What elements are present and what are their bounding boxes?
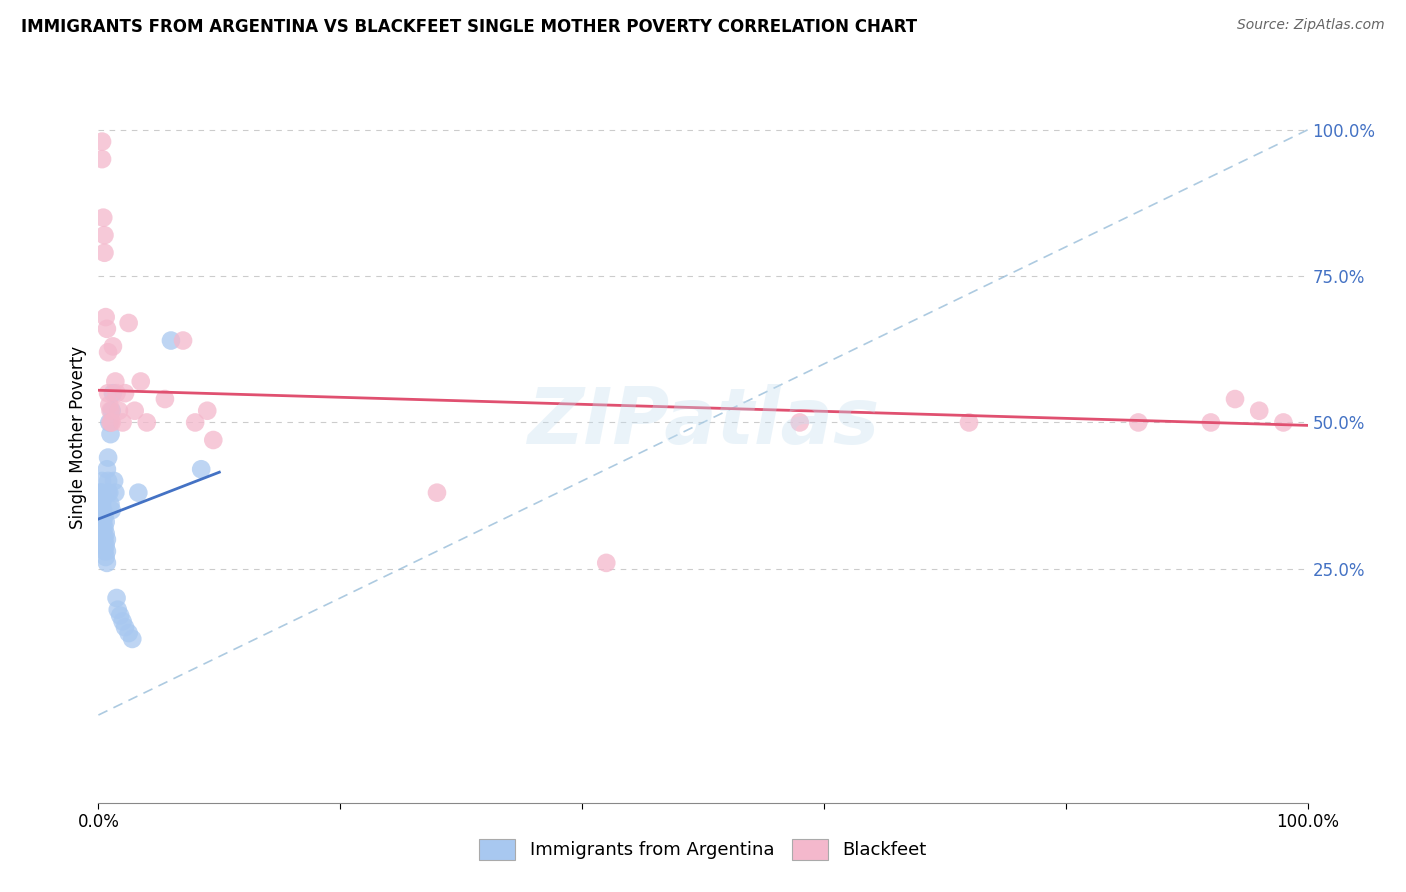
Point xyxy=(97,485,120,500)
Point xyxy=(91,509,114,524)
Point xyxy=(1272,416,1295,430)
Point xyxy=(90,497,112,511)
Point xyxy=(195,403,218,417)
Point xyxy=(184,416,207,430)
Point xyxy=(127,485,149,500)
Point xyxy=(91,152,114,166)
Point xyxy=(91,491,114,506)
Point xyxy=(957,416,980,430)
Point xyxy=(118,316,141,330)
Text: IMMIGRANTS FROM ARGENTINA VS BLACKFEET SINGLE MOTHER POVERTY CORRELATION CHART: IMMIGRANTS FROM ARGENTINA VS BLACKFEET S… xyxy=(21,18,917,36)
Point xyxy=(111,615,134,629)
Point xyxy=(97,386,120,401)
Point xyxy=(101,386,124,401)
Point xyxy=(91,503,114,517)
Point xyxy=(91,521,114,535)
Point xyxy=(1199,416,1222,430)
Point xyxy=(114,386,136,401)
Point xyxy=(91,211,114,225)
Text: Source: ZipAtlas.com: Source: ZipAtlas.com xyxy=(1237,18,1385,32)
Point xyxy=(100,497,122,511)
Point xyxy=(121,632,143,646)
Point xyxy=(190,462,212,476)
Point xyxy=(91,135,114,149)
Point xyxy=(118,626,141,640)
Point xyxy=(108,608,131,623)
Point xyxy=(94,526,117,541)
Point xyxy=(153,392,176,406)
Point xyxy=(135,416,157,430)
Point xyxy=(97,345,120,359)
Point xyxy=(91,533,114,547)
Point xyxy=(90,509,112,524)
Point xyxy=(98,398,121,412)
Point xyxy=(93,521,115,535)
Point xyxy=(93,245,115,260)
Point xyxy=(94,310,117,325)
Point xyxy=(94,515,117,529)
Point xyxy=(104,375,127,389)
Point xyxy=(91,497,114,511)
Point xyxy=(426,485,449,500)
Point xyxy=(98,485,121,500)
Point xyxy=(595,556,617,570)
Point xyxy=(202,433,225,447)
Point xyxy=(114,620,136,634)
Point xyxy=(93,544,115,558)
Point xyxy=(94,538,117,552)
Point xyxy=(105,386,128,401)
Y-axis label: Single Mother Poverty: Single Mother Poverty xyxy=(69,345,87,529)
Point xyxy=(90,485,112,500)
Point xyxy=(96,556,118,570)
Point xyxy=(105,591,128,605)
Point xyxy=(100,403,122,417)
Point xyxy=(93,228,115,243)
Point xyxy=(101,339,124,353)
Point xyxy=(104,485,127,500)
Point xyxy=(107,603,129,617)
Point xyxy=(108,403,131,417)
Point xyxy=(90,521,112,535)
Point xyxy=(100,503,122,517)
Point xyxy=(100,416,122,430)
Legend: Immigrants from Argentina, Blackfeet: Immigrants from Argentina, Blackfeet xyxy=(472,831,934,867)
Point xyxy=(111,416,134,430)
Point xyxy=(100,416,122,430)
Point xyxy=(103,474,125,488)
Point xyxy=(87,497,110,511)
Text: ZIPatlas: ZIPatlas xyxy=(527,384,879,460)
Point xyxy=(89,497,111,511)
Point xyxy=(89,509,111,524)
Point xyxy=(89,485,111,500)
Point xyxy=(172,334,194,348)
Point xyxy=(91,538,114,552)
Point xyxy=(94,549,117,564)
Point xyxy=(124,403,146,417)
Point xyxy=(91,515,114,529)
Point xyxy=(93,509,115,524)
Point xyxy=(160,334,183,348)
Point xyxy=(97,450,120,465)
Point xyxy=(1249,403,1271,417)
Point xyxy=(129,375,152,389)
Point xyxy=(96,462,118,476)
Point xyxy=(1223,392,1246,406)
Point xyxy=(96,322,118,336)
Point xyxy=(100,403,122,417)
Point xyxy=(789,416,811,430)
Point xyxy=(96,544,118,558)
Point xyxy=(91,474,114,488)
Point xyxy=(98,416,121,430)
Point xyxy=(1128,416,1150,430)
Point xyxy=(91,526,114,541)
Point xyxy=(100,427,122,442)
Point xyxy=(91,485,114,500)
Point xyxy=(97,474,120,488)
Point xyxy=(96,533,118,547)
Point xyxy=(93,533,115,547)
